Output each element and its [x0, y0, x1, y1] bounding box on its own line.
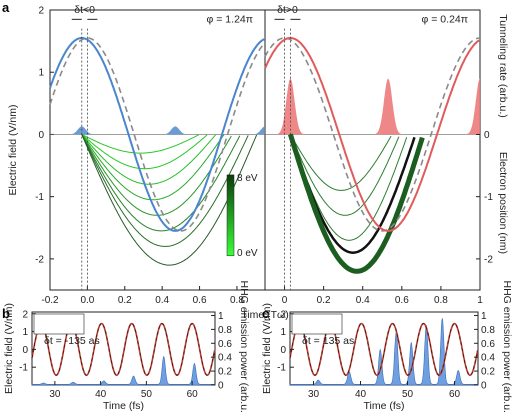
panel-letter-b: b: [2, 306, 10, 321]
ytick-label-a-right: 0: [484, 130, 490, 141]
reference-field: [264, 37, 480, 232]
electric-field-curve: [264, 37, 480, 232]
ytick-label: 2: [280, 309, 286, 320]
ytick-label-right: 0: [481, 381, 487, 392]
ytick-label-a: 2: [38, 6, 44, 17]
ytick-label: -1: [277, 363, 286, 374]
ytick-label-right: 0.4: [218, 353, 232, 364]
xlabel-b: Time (fs): [103, 400, 144, 412]
xtick-label-a: 0.4: [356, 295, 370, 306]
xtick-label-a: 0.2: [118, 295, 132, 306]
xtick-label: 60: [449, 389, 461, 400]
tunneling-burst: [462, 78, 480, 135]
electron-trajectory: [81, 134, 225, 201]
ytick-label-a-right: -1: [484, 192, 493, 203]
tunneling-burst: [248, 126, 265, 135]
tunneling-burst: [65, 126, 98, 135]
reference-field: [49, 37, 265, 232]
ytick-label-right: 0.2: [218, 367, 232, 378]
ytick-label-right: 0.6: [218, 339, 232, 350]
ytick-label-right: 0: [218, 381, 224, 392]
ytick-label-a: 1: [38, 68, 44, 79]
ytick-label-right: 0.8: [481, 325, 495, 336]
xtick-label-a: 0.2: [317, 295, 331, 306]
colorbar-min-label: 0 eV: [237, 248, 258, 259]
hhg-emission: [289, 318, 479, 386]
ytick-label-right: 0.2: [481, 367, 495, 378]
xtick-label: 40: [355, 389, 367, 400]
electron-trajectory: [81, 134, 216, 185]
xtick-label: 50: [402, 389, 414, 400]
ylabel-left-b: Electric field (V/nm): [3, 303, 15, 394]
ylabel-a: Electric field (V/nm): [7, 104, 19, 195]
xtick-label: 40: [95, 389, 107, 400]
xlabel-a: Time (Tω): [241, 309, 288, 321]
electron-trajectory: [288, 133, 425, 274]
electron-trajectory: [289, 134, 392, 191]
hhg-emission: [31, 355, 216, 386]
ytick-label: -1: [19, 363, 28, 374]
ytick-label-a: -2: [35, 254, 44, 265]
xtick-label-a: 0.0: [80, 295, 94, 306]
ylabel-tunneling: Tunneling rate (arb.u.): [497, 14, 509, 118]
ytick-label-right: 0.4: [481, 353, 495, 364]
tunneling-burst: [272, 78, 307, 135]
electron-trajectory: [81, 134, 232, 216]
panel-letter-a: a: [2, 0, 10, 15]
time-shift-label: δt = 135 as: [302, 335, 354, 347]
ytick-label: 0: [22, 345, 28, 356]
xtick-label-a: 0.6: [395, 295, 409, 306]
xlabel-c: Time (fs): [363, 400, 404, 412]
ytick-label-a-right: -2: [484, 254, 493, 265]
electron-trajectory: [81, 134, 241, 232]
ytick-label: 1: [280, 327, 286, 338]
ylabel-left-c: Electric field (V/nm): [261, 303, 273, 394]
ytick-label: 2: [22, 309, 28, 320]
xtick-label-a: 0.6: [193, 295, 207, 306]
inset-box: [291, 313, 343, 335]
ylabel-position: Electron position (nm): [497, 152, 509, 254]
xtick-label-a: 0.8: [434, 295, 448, 306]
xtick-label-a: -0.2: [41, 295, 59, 306]
reference-field: [31, 323, 215, 376]
ytick-label-a: 0: [38, 130, 44, 141]
xtick-label-a: 0: [282, 295, 288, 306]
ytick-label-right: 0.6: [481, 339, 495, 350]
ytick-label-right: 1: [481, 311, 487, 322]
xtick-label: 60: [187, 389, 199, 400]
dt-label: δt<0: [74, 4, 95, 16]
time-shift-label: δt = -135 as: [44, 335, 100, 347]
xtick-label: 30: [308, 389, 320, 400]
panel-letter-c: c: [262, 306, 269, 321]
colorbar-max-label: 8 eV: [237, 173, 258, 184]
xtick-label: 30: [49, 389, 61, 400]
xtick-label: 50: [141, 389, 153, 400]
ytick-label: 0: [280, 345, 286, 356]
ytick-label-right: 0.8: [218, 325, 232, 336]
ylabel-right-c: HHG emission power (arb.u.): [501, 281, 513, 412]
inset-box: [33, 313, 85, 335]
ylabel-right-b: HHG emission power (arb.u.): [238, 281, 250, 412]
electric-field-curve: [49, 37, 265, 232]
phase-label: φ = 1.24π: [207, 13, 253, 25]
electric-field-curve: [289, 322, 479, 377]
tunneling-burst: [370, 78, 405, 135]
xtick-label-a: 1: [477, 295, 483, 306]
electron-trajectory: [81, 134, 249, 247]
ytick-label-right: 1: [218, 311, 224, 322]
dt-label: δt>0: [277, 4, 298, 16]
phase-label: φ = 0.24π: [422, 13, 468, 25]
xtick-label-a: 0.4: [155, 295, 169, 306]
xtick-label-a: 0.8: [230, 295, 244, 306]
colorbar: [226, 174, 235, 257]
ytick-label-a: -1: [35, 192, 44, 203]
electron-trajectory: [81, 133, 199, 154]
tunneling-burst: [158, 126, 192, 135]
electron-trajectory: [289, 134, 400, 216]
ytick-label: 1: [22, 327, 28, 338]
